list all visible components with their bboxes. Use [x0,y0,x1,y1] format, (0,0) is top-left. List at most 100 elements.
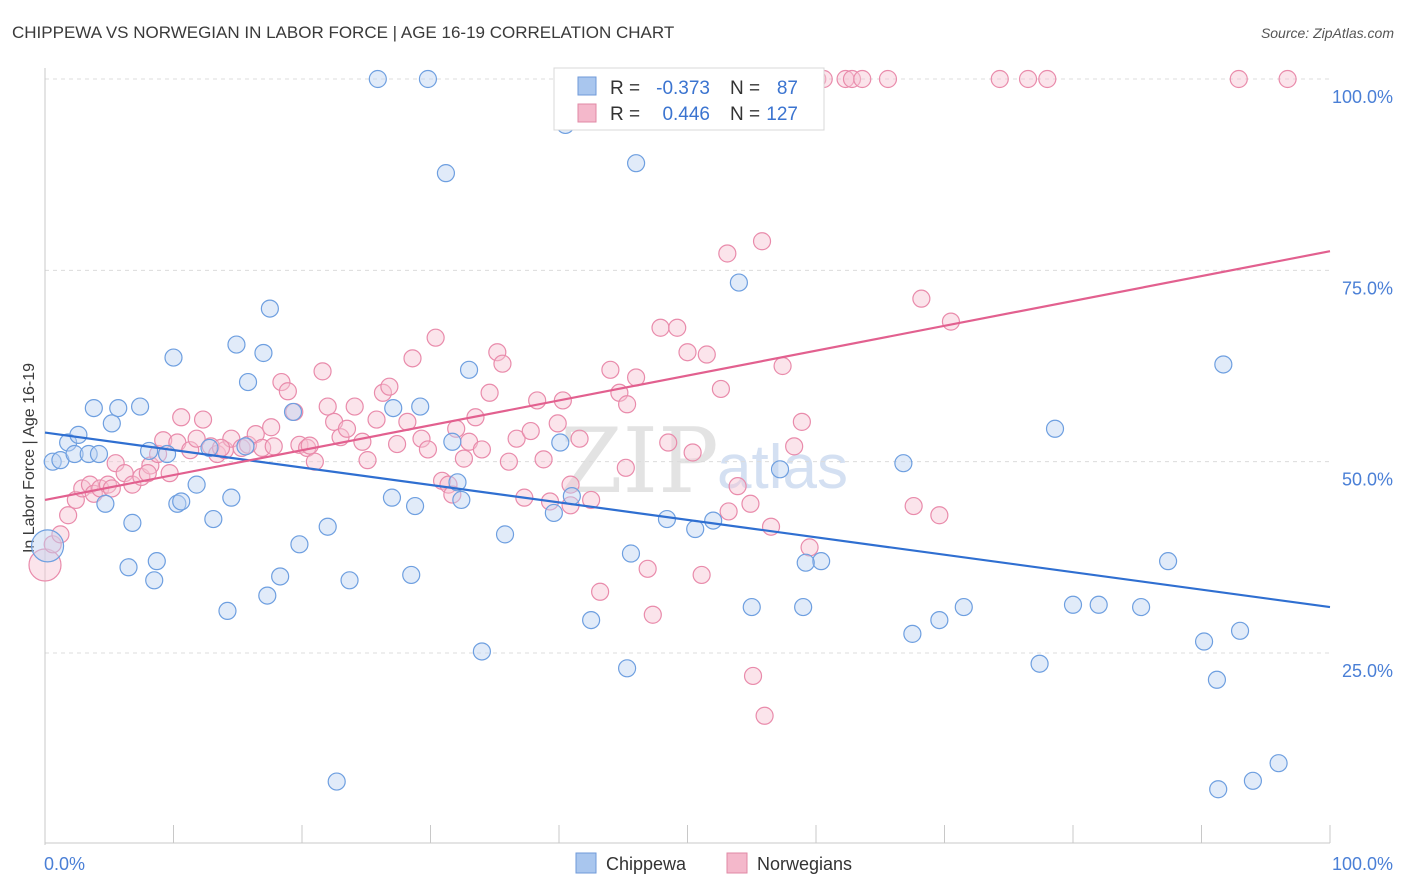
data-point [405,496,425,516]
trend-line-chippewa [44,431,1331,609]
data-point [643,605,662,624]
data-point [743,666,763,686]
data-point [729,273,749,292]
legend-swatch-norwegians [577,103,597,123]
data-point [551,433,570,452]
data-point [227,335,246,354]
data-point [260,299,279,318]
x-tick-label: 100.0% [1332,854,1393,874]
data-point [258,586,277,605]
data-point [59,506,78,525]
x-tick-labels: 0.0% 100.0% [44,854,1393,874]
legend-r-value-norwegians: 0.446 [662,104,710,125]
data-point [582,490,601,510]
legend-r-value-chippewa: -0.373 [656,78,710,99]
data-point [1063,595,1083,614]
trend-lines [44,250,1331,609]
data-point [616,458,635,477]
data-point [472,440,491,459]
data-point [43,535,62,554]
data-point [172,408,191,427]
data-point [96,494,115,513]
data-point [454,449,474,468]
data-point [472,642,491,661]
watermark-atlas: atlas [717,433,848,502]
data-point [382,488,402,507]
data-point [443,432,462,451]
data-point [418,69,438,89]
data-point [1045,419,1065,438]
chart-source: Source: ZipAtlas.com [1261,25,1394,41]
data-point [1018,69,1038,89]
data-point [495,525,515,544]
data-point [773,356,792,376]
data-point [426,328,445,347]
data-point [222,429,241,448]
data-point [686,519,705,539]
data-point [411,397,430,416]
data-point [138,464,157,483]
data-point [65,444,84,464]
data-point [742,597,761,617]
data-point [480,383,499,402]
data-point [402,565,421,585]
data-point [659,433,678,452]
data-point [164,348,183,367]
data-point [704,511,723,530]
correlation-legend: R = -0.373 N = 87 R = 0.446 N = 127 [553,67,825,131]
data-point [618,659,637,678]
y-axis-label: In Labor Force | Age 16-19 [21,363,38,553]
data-point [30,529,65,563]
data-point [1214,355,1233,374]
data-point [283,402,303,422]
data-point [290,535,309,554]
data-point [904,496,923,516]
y-tick-label: 75.0% [1342,278,1393,298]
data-point [697,345,716,364]
data-point [618,395,637,414]
y-tick-label: 50.0% [1342,470,1393,490]
data-point [903,624,922,643]
data-point [187,475,206,494]
data-point [1243,771,1263,790]
series-legend: Chippewa Norwegians [575,852,852,874]
data-point [812,552,831,571]
data-point [770,460,790,479]
data-point [534,450,553,469]
legend-swatch-chippewa [577,76,597,96]
data-point [43,452,62,471]
data-point [318,517,337,536]
data-point [337,419,357,438]
data-point [678,343,697,362]
data-point [741,494,760,513]
trend-line-norwegians [44,250,1331,502]
data-point [507,429,526,448]
data-point [1278,69,1297,89]
data-point [436,164,456,183]
data-point [1269,754,1288,773]
legend-r-label-norwegians: R = [610,104,640,125]
data-point [638,559,657,578]
data-point [79,444,98,464]
data-point [368,69,387,89]
data-point [755,706,774,725]
data-point [683,443,702,462]
data-point [300,436,319,455]
data-point [318,397,337,416]
bottom-legend-swatch-chippewa [575,852,597,874]
data-point [1132,597,1151,617]
data-point [591,582,610,601]
data-point [842,69,862,89]
data-point [1230,621,1250,640]
data-point [353,432,372,451]
data-point [930,610,949,630]
data-point [327,772,346,791]
data-point [384,398,403,418]
data-point [130,397,150,416]
data-point [941,312,961,331]
data-point [313,362,332,381]
legend-n-value-norwegians: 127 [766,104,798,125]
data-point [278,382,297,401]
y-tick-label: 100.0% [1332,87,1393,107]
data-point [1158,552,1178,571]
